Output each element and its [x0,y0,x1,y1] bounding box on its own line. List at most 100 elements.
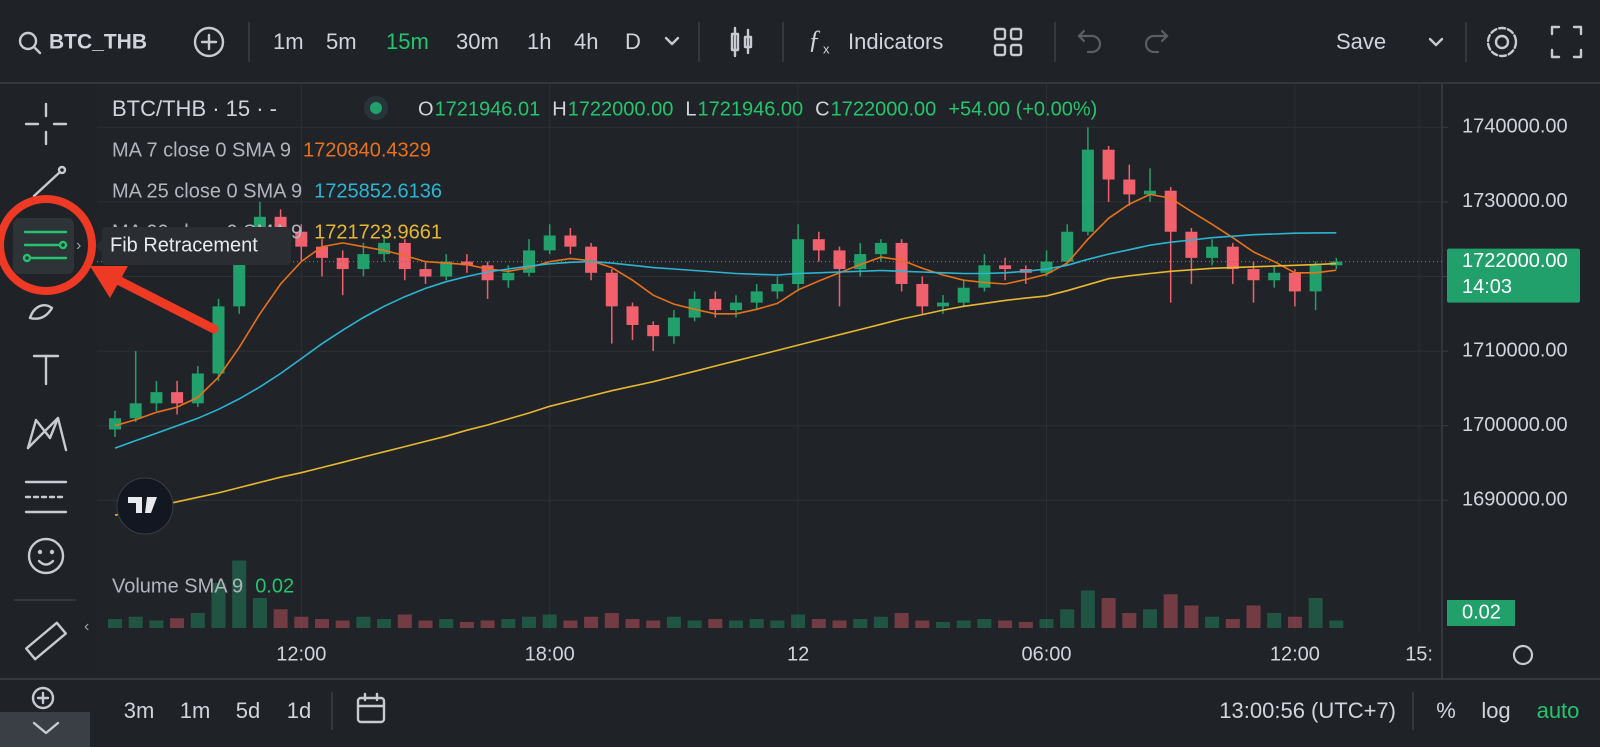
volume-bar [170,618,185,628]
more-tools-chevron[interactable] [32,721,60,735]
text-tool[interactable] [32,354,60,386]
volume-bar [1018,622,1033,628]
volume-bar [1101,598,1116,628]
volume-bar [770,620,785,628]
axis-settings-icon[interactable] [1512,644,1534,666]
volume-bar [894,613,909,628]
scale-option[interactable]: log [1481,698,1510,723]
interval-button[interactable]: 1m [273,29,304,54]
measure-tool[interactable] [24,621,68,661]
trendline-tool[interactable] [32,165,67,198]
x-tick-label: 15: [1405,643,1433,665]
candle-body [750,291,763,303]
symbol[interactable]: BTC_THB [49,31,147,54]
brush-tool[interactable] [28,304,54,320]
ohlc-label: C [815,98,829,120]
interval-dropdown[interactable] [664,36,680,46]
fib-submenu-arrow[interactable]: › [76,237,81,254]
zoom-tool[interactable] [31,686,55,710]
candle-body [1226,246,1239,270]
volume-bar [832,620,847,628]
fx-icon[interactable]: ƒ [808,25,821,54]
pattern-tool[interactable] [26,416,68,452]
volume-bar [1060,609,1075,628]
goto-date-icon[interactable] [356,692,386,724]
prediction-tool[interactable] [24,480,68,514]
candle-body [1040,261,1053,273]
volume-bar [1163,594,1178,628]
indicators-button[interactable]: Indicators [848,29,943,54]
scale-option[interactable]: % [1436,698,1456,723]
candle-body [109,418,121,430]
ma-legend-value: 1721723.9661 [314,221,442,243]
candle-body [543,235,556,251]
save-dropdown[interactable] [1428,37,1444,47]
icon-tool[interactable] [27,537,65,575]
candle-body [316,246,328,258]
volume-legend-value: 0.02 [255,575,294,597]
candle-body [647,325,660,337]
candle-body [1247,269,1260,281]
redo-icon[interactable] [1144,29,1169,54]
chart-type-icon[interactable] [730,26,753,58]
candle-body [937,302,949,307]
volume-bar [1287,616,1302,628]
interval-button[interactable]: 1h [527,29,551,54]
volume-bar [977,619,992,628]
collapse-arrow[interactable]: ‹ [84,618,89,635]
compare-icon[interactable] [193,26,225,58]
save-button[interactable]: Save [1336,29,1386,54]
volume-bar [273,609,288,628]
undo-icon[interactable] [1077,29,1102,54]
volume-bar [335,620,350,628]
layout-icon[interactable] [993,27,1023,57]
volume-bar [128,616,143,628]
fib-tool[interactable] [22,230,68,263]
volume-bar [418,620,433,628]
candle-body [916,283,929,307]
search-icon[interactable] [18,31,42,55]
drawing-toolbar: › ‹ [0,102,90,747]
bottom-bar: 3m 1m 5d 1d 13:00:56 (UTC+7)% log auto [124,692,1580,730]
arrow-shaft [107,272,219,334]
volume-bar [749,619,764,628]
last-price-tag [1447,248,1580,303]
x-tick-label: 12:00 [1270,643,1320,665]
candle-body [1268,272,1281,281]
range-button[interactable]: 5d [236,698,260,723]
interval-button[interactable]: 4h [574,29,598,54]
volume-bar [666,616,681,628]
candle-body [1206,246,1219,258]
crosshair-tool[interactable] [24,102,68,146]
volume-bar [1039,619,1054,628]
tooltip-box [102,227,291,265]
more-tools-bg[interactable] [0,712,90,747]
interval-button[interactable]: 30m [456,29,499,54]
settings-icon[interactable] [1486,26,1518,58]
interval-button[interactable]: D [625,29,641,54]
volume-bar [1184,605,1199,628]
range-button[interactable]: 3m [124,698,155,723]
candle-body [357,254,370,270]
volume-bar [811,619,826,628]
volume-bar [1308,598,1323,628]
fullscreen-icon[interactable] [1550,25,1583,59]
change: +54.00 (+0.00%) [948,98,1097,120]
volume-bar [211,583,226,628]
candle-body [1185,231,1198,258]
candle-body [957,287,970,303]
volume-bar [439,619,454,628]
candle-body [1144,190,1156,195]
interval-button[interactable]: 15m [386,29,429,54]
candle-body [833,250,846,270]
scale-option[interactable]: auto [1537,698,1580,723]
volume-bar [853,619,868,628]
candle-body [212,306,225,374]
chart-title: BTC/THB · 15 · - [112,96,277,121]
interval-button[interactable]: 5m [326,29,357,54]
range-button[interactable]: 1m [180,698,211,723]
candle-body [295,231,308,247]
y-tick-label: 1700000.00 [1462,414,1568,436]
range-button[interactable]: 1d [287,698,311,723]
ma-legend-value: 1725852.6136 [314,180,442,202]
